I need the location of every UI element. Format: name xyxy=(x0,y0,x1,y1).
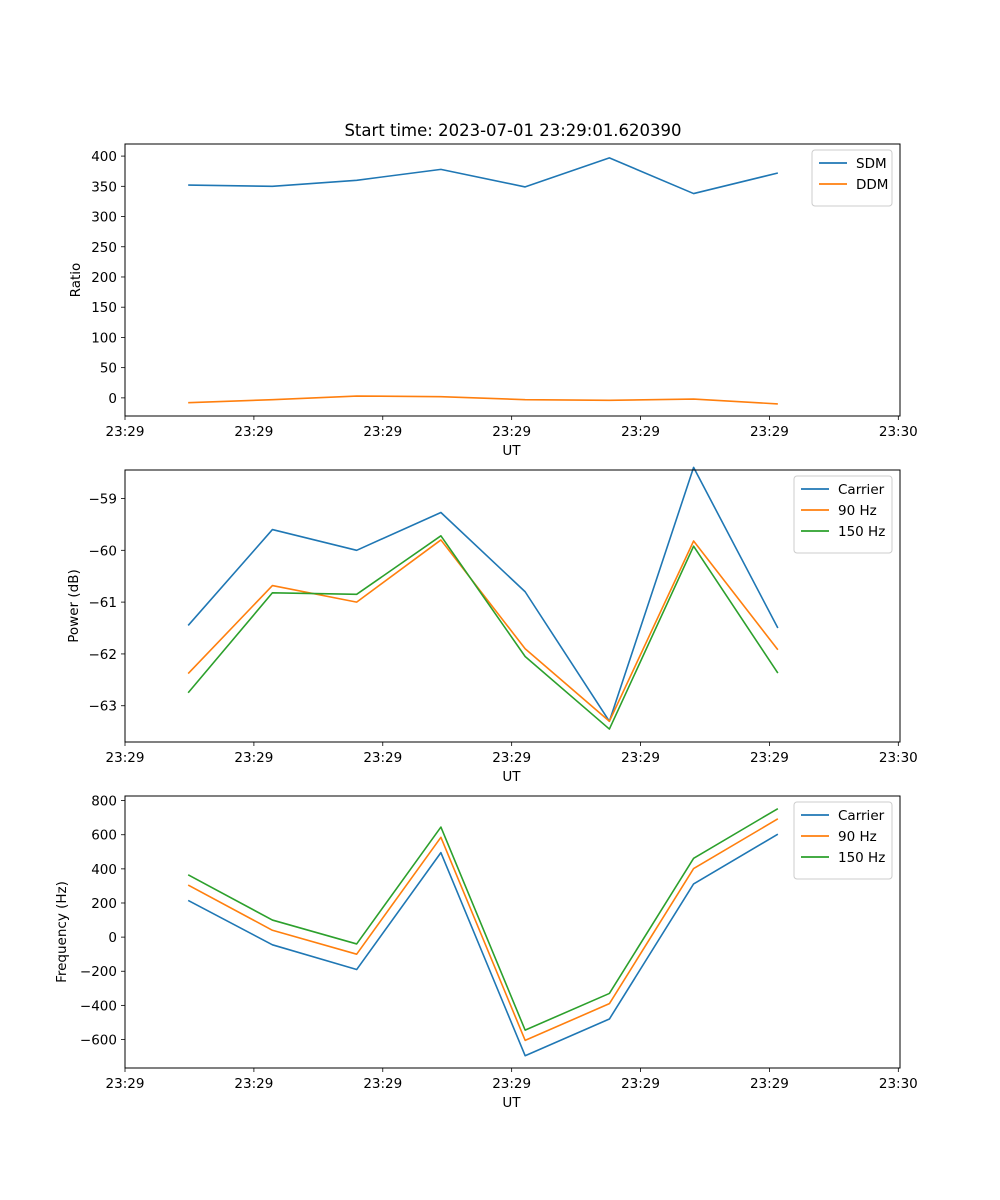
x-tick-label: 23:29 xyxy=(621,1076,660,1092)
x-tick-label: 23:29 xyxy=(363,424,402,440)
y-tick-label: −63 xyxy=(89,699,118,715)
y-tick-label: 200 xyxy=(91,896,117,912)
legend-label: Carrier xyxy=(838,482,885,498)
x-tick-label: 23:29 xyxy=(492,1076,531,1092)
legend: SDM DDM xyxy=(811,149,893,207)
x-tick-label: 23:29 xyxy=(106,424,145,440)
figure-title: Start time: 2023-07-01 23:29:01.620390 xyxy=(344,121,681,140)
series-line-carrier xyxy=(187,466,779,723)
y-tick-label: 50 xyxy=(100,361,117,377)
series-line-carrier xyxy=(187,833,779,1057)
chart-panels: 23:29 23:29 23:29 23:29 23:29 23:29 23:30 0 50 10… xyxy=(54,143,918,1111)
y-tick-label: 150 xyxy=(91,300,117,316)
x-tick-label: 23:29 xyxy=(621,424,660,440)
legend-label: Carrier xyxy=(838,808,885,824)
frequency-chart: 23:29 23:29 23:29 23:29 23:29 23:29 23:30 −600 −… xyxy=(54,794,918,1111)
y-tick-label: 800 xyxy=(91,794,117,810)
legend-label: 150 Hz xyxy=(838,850,885,866)
y-tick-label: 400 xyxy=(91,149,117,165)
legend: Carrier 90 Hz 150 Hz xyxy=(793,801,893,880)
legend-label: 90 Hz xyxy=(838,503,877,519)
y-tick-label: −62 xyxy=(89,647,118,663)
x-tick-label: 23:29 xyxy=(750,750,789,766)
y-tick-label: 200 xyxy=(91,270,117,286)
legend-frame xyxy=(793,475,893,554)
legend-frame xyxy=(811,149,893,207)
axes-frame xyxy=(124,143,901,417)
x-tick-label: 23:29 xyxy=(106,750,145,766)
x-tick-label: 23:29 xyxy=(492,750,531,766)
legend: Carrier 90 Hz 150 Hz xyxy=(793,475,893,554)
y-axis-label: Ratio xyxy=(68,263,84,298)
series-line-ddm xyxy=(188,395,778,405)
x-tick-label: 23:30 xyxy=(879,750,918,766)
legend-label: DDM xyxy=(856,177,888,193)
axes-frame xyxy=(124,469,901,743)
series-line-150-hz xyxy=(187,807,779,1031)
legend-label: 90 Hz xyxy=(838,829,877,845)
y-axis-label: Power (dB) xyxy=(66,569,82,642)
series-line-sdm xyxy=(188,157,779,195)
y-tick-label: 600 xyxy=(91,828,117,844)
x-tick-label: 23:29 xyxy=(234,424,273,440)
x-tick-label: 23:29 xyxy=(363,1076,402,1092)
x-tick-label: 23:29 xyxy=(621,750,660,766)
x-tick-label: 23:29 xyxy=(750,1076,789,1092)
y-tick-label: −60 xyxy=(89,543,118,559)
series-line-90-hz xyxy=(187,539,779,723)
y-tick-label: 0 xyxy=(108,930,117,946)
x-axis-label: UT xyxy=(502,769,521,785)
y-tick-label: 300 xyxy=(91,210,117,226)
x-tick-label: 23:29 xyxy=(492,424,531,440)
y-tick-label: 400 xyxy=(91,862,117,878)
legend-frame xyxy=(793,801,893,880)
y-tick-label: 0 xyxy=(108,391,117,407)
legend-label: 150 Hz xyxy=(838,524,885,540)
axes-frame xyxy=(124,795,901,1069)
x-tick-label: 23:29 xyxy=(234,1076,273,1092)
x-tick-label: 23:29 xyxy=(106,1076,145,1092)
x-tick-label: 23:29 xyxy=(234,750,273,766)
power-chart: 23:29 23:29 23:29 23:29 23:29 23:29 23:30 −63 −6… xyxy=(66,466,918,785)
series-line-150-hz xyxy=(187,534,779,730)
y-tick-label: −200 xyxy=(80,964,117,980)
y-tick-label: 100 xyxy=(91,330,117,346)
x-axis-label: UT xyxy=(502,443,521,459)
y-tick-label: 350 xyxy=(91,179,117,195)
x-tick-label: 23:30 xyxy=(879,1076,918,1092)
y-tick-label: −400 xyxy=(80,998,117,1014)
ratio-chart: 23:29 23:29 23:29 23:29 23:29 23:29 23:30 0 50 10… xyxy=(68,143,918,459)
y-tick-label: −600 xyxy=(80,1033,117,1049)
y-tick-label: −61 xyxy=(89,595,118,611)
x-tick-label: 23:29 xyxy=(750,424,789,440)
series-line-90-hz xyxy=(187,818,779,1042)
y-tick-label: −59 xyxy=(89,491,118,507)
y-tick-label: 250 xyxy=(91,240,117,256)
x-tick-label: 23:30 xyxy=(879,424,918,440)
x-axis-label: UT xyxy=(502,1095,521,1111)
legend-label: SDM xyxy=(856,156,887,172)
x-tick-label: 23:29 xyxy=(363,750,402,766)
y-axis-label: Frequency (Hz) xyxy=(54,881,70,983)
